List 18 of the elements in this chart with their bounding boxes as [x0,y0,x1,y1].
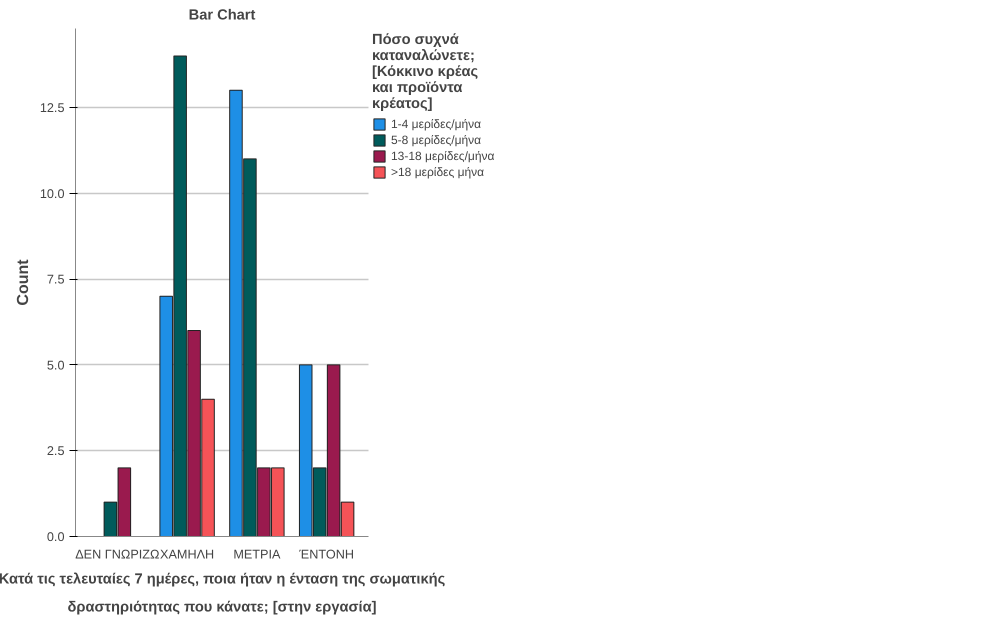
legend-label: 1-4 μερίδες/μήνα [391,117,482,131]
y-axis-title: Count [14,258,32,306]
x-tick-label: ΧΑΜΗΛΗ [160,548,214,562]
legend-label: >18 μερίδες μήνα [391,165,484,179]
x-axis-title: Κατά τις τελευταίες 7 ημέρες, ποια ήταν η ένταση της σωματικής δραστηριότητας που κάνατε; [στην εργασία] [0,572,446,616]
y-tick-label: 5.0 [46,358,65,372]
x-tick-label: ΈΝΤΟΝΗ [298,548,354,562]
legend-title: Πόσο συχνά καταναλώνετε; [Κόκκινο κρέας και προϊόντα κρέατος] [372,32,480,112]
y-tick-label: 2.5 [46,444,65,458]
chart-title: Bar Chart [188,8,256,24]
x-tick-label: ΔΕΝ ΓΝΩΡΙΖΩ [75,548,160,562]
legend-label: 13-18 μερίδες/μήνα [391,149,494,163]
y-tick-label: 7.5 [46,272,65,287]
legend-label: 5-8 μερίδες/μήνα [391,133,482,147]
y-tick-label: 0.0 [46,530,65,544]
y-tick-label: 10.0 [40,186,65,201]
x-tick-label: ΜΕΤΡΙΑ [233,548,281,562]
y-tick-label: 12.5 [40,100,65,115]
